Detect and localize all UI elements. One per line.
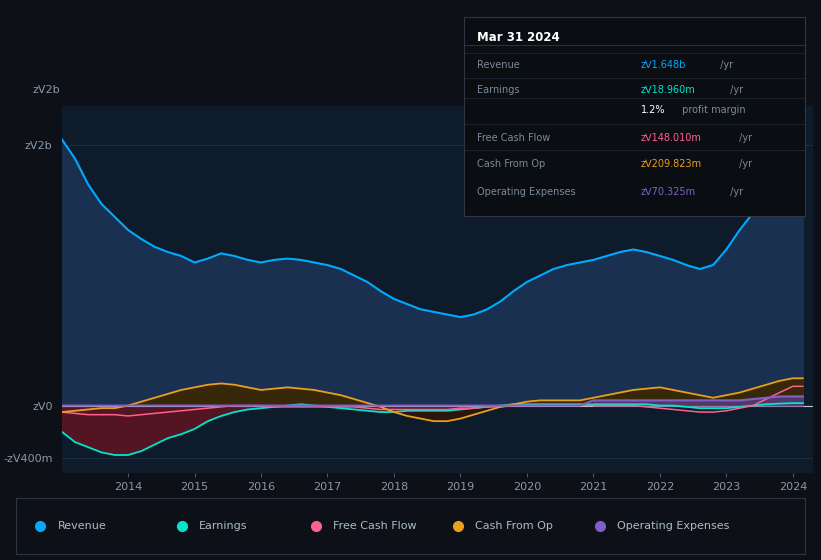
Text: /yr: /yr	[718, 59, 733, 69]
Text: Cash From Op: Cash From Op	[478, 159, 546, 169]
Text: Revenue: Revenue	[57, 521, 106, 531]
Text: Operating Expenses: Operating Expenses	[478, 186, 576, 197]
Text: profit margin: profit margin	[679, 105, 745, 115]
Text: Revenue: Revenue	[478, 59, 521, 69]
Text: /yr: /yr	[736, 159, 753, 169]
Text: Earnings: Earnings	[200, 521, 248, 531]
Text: Free Cash Flow: Free Cash Flow	[333, 521, 417, 531]
Text: zᐯ209.823m: zᐯ209.823m	[641, 159, 702, 169]
Text: Mar 31 2024: Mar 31 2024	[478, 31, 560, 44]
Text: zᐯ2b: zᐯ2b	[33, 85, 61, 95]
Text: 1.2%: 1.2%	[641, 105, 666, 115]
Text: Operating Expenses: Operating Expenses	[617, 521, 729, 531]
Text: /yr: /yr	[736, 133, 753, 143]
Text: zᐯ18.960m: zᐯ18.960m	[641, 85, 695, 95]
Text: zᐯ148.010m: zᐯ148.010m	[641, 133, 702, 143]
Text: /yr: /yr	[727, 85, 743, 95]
Text: Earnings: Earnings	[478, 85, 520, 95]
Text: Free Cash Flow: Free Cash Flow	[478, 133, 551, 143]
Text: /yr: /yr	[727, 186, 743, 197]
Text: zᐯ1.648b: zᐯ1.648b	[641, 59, 686, 69]
Text: zᐯ70.325m: zᐯ70.325m	[641, 186, 696, 197]
Text: Cash From Op: Cash From Op	[475, 521, 553, 531]
